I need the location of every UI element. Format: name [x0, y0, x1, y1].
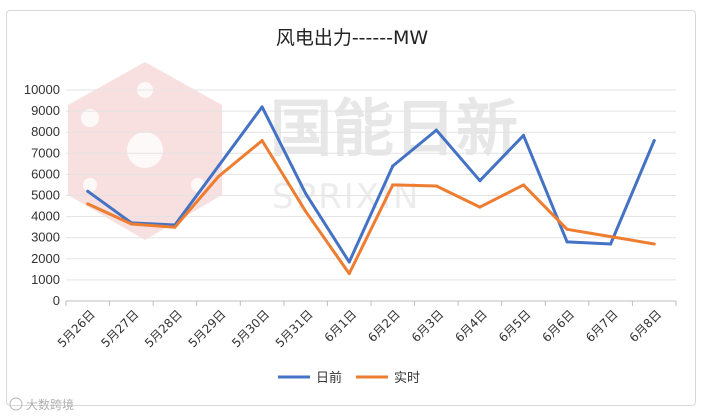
corner-watermark: 大数跨境 — [9, 397, 74, 412]
data-point — [217, 175, 220, 179]
x-tick-label: 5月27日 — [98, 307, 141, 350]
x-tick-label: 6月7日 — [583, 307, 621, 345]
data-point — [260, 105, 264, 109]
y-tick-label: 4000 — [31, 209, 60, 224]
data-point — [86, 189, 90, 193]
chart-title: 风电出力------MW — [276, 27, 429, 49]
y-axis-ticks: 0 1000 2000 3000 4000 5000 6000 7000 8000 9000 100… — [24, 82, 60, 308]
x-tick-label: 5月31日 — [273, 307, 316, 350]
data-point — [260, 139, 264, 143]
corner-watermark-text: 大数跨境 — [26, 397, 74, 412]
data-point — [434, 184, 438, 188]
x-tick-label: 5月28日 — [142, 307, 185, 350]
x-axis-ticks: 5月26日 5月27日 5月28日 5月29日 5月30日 5月31日 6月1日 6月2日 6月… — [55, 301, 677, 350]
watermark-sub: SPRIXIN — [272, 177, 421, 217]
data-point — [304, 191, 308, 195]
x-tick-label: 5月26日 — [55, 307, 98, 350]
data-point — [391, 164, 395, 168]
data-point — [129, 222, 133, 226]
y-tick-label: 1000 — [31, 272, 60, 287]
data-point — [478, 205, 482, 209]
x-tick-label: 6月4日 — [452, 307, 490, 345]
watermark-logo-node — [83, 178, 97, 192]
data-point — [347, 272, 351, 276]
series-line-1 — [86, 139, 656, 276]
data-point — [347, 260, 351, 264]
data-point — [304, 209, 308, 213]
x-tick-label: 6月1日 — [322, 307, 360, 345]
corner-logo-icon — [9, 397, 23, 411]
legend-label-day-ahead: 日前 — [316, 370, 342, 386]
x-tick-label: 6月2日 — [365, 307, 403, 345]
data-point — [609, 235, 613, 239]
data-point — [173, 225, 177, 229]
y-tick-label: 8000 — [31, 124, 60, 139]
x-tick-label: 6月3日 — [409, 307, 447, 345]
y-tick-label: 2000 — [31, 251, 60, 266]
data-point — [391, 183, 395, 187]
data-point — [522, 133, 525, 137]
data-point — [652, 242, 656, 246]
watermark-logo-node — [81, 109, 99, 127]
y-tick-label: 10000 — [24, 82, 60, 97]
y-tick-label: 3000 — [31, 230, 60, 245]
data-point — [609, 242, 613, 246]
legend-label-realtime: 实时 — [394, 371, 420, 386]
x-tick-label: 5月29日 — [186, 307, 229, 350]
x-tick-label: 6月8日 — [627, 307, 665, 345]
series-line-0 — [86, 105, 656, 264]
data-point — [86, 202, 90, 206]
data-point — [217, 164, 220, 168]
data-point — [434, 128, 438, 132]
y-tick-label: 7000 — [31, 145, 60, 160]
y-tick-label: 9000 — [31, 103, 60, 118]
y-tick-label: 6000 — [31, 166, 60, 181]
watermark-logo-center — [127, 132, 163, 168]
x-tick-label: 6月6日 — [540, 307, 578, 345]
x-tick-label: 6月5日 — [496, 307, 534, 345]
watermark-brand: 国能日新 — [270, 92, 518, 165]
series-lines — [86, 105, 656, 276]
data-point — [478, 179, 482, 183]
x-tick-label: 5月30日 — [229, 307, 272, 350]
y-tick-label: 0 — [53, 293, 60, 308]
y-tick-label: 5000 — [31, 188, 60, 203]
data-point — [652, 139, 656, 143]
legend: 日前 实时 — [278, 370, 420, 386]
watermark: 国能日新 SPRIXIN — [68, 62, 518, 240]
data-point — [565, 227, 569, 231]
data-point — [565, 240, 569, 244]
data-point — [522, 183, 525, 187]
